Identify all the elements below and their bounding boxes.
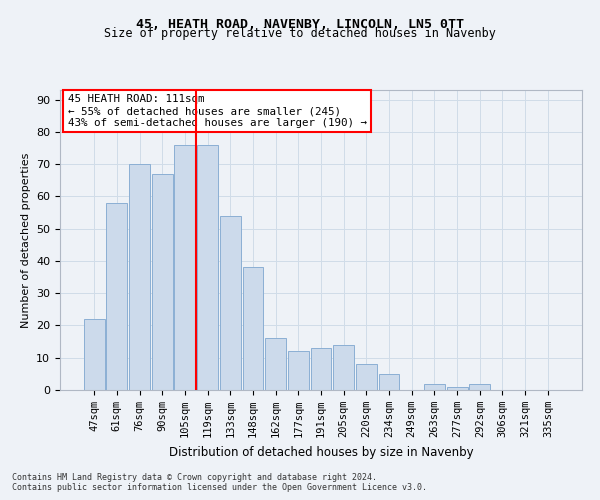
Bar — [220, 216, 241, 390]
Bar — [265, 338, 286, 390]
Y-axis label: Number of detached properties: Number of detached properties — [20, 152, 31, 328]
Text: 45, HEATH ROAD, NAVENBY, LINCOLN, LN5 0TT: 45, HEATH ROAD, NAVENBY, LINCOLN, LN5 0T… — [136, 18, 464, 30]
Text: Contains HM Land Registry data © Crown copyright and database right 2024.
Contai: Contains HM Land Registry data © Crown c… — [12, 473, 427, 492]
Bar — [333, 345, 354, 390]
Bar — [288, 352, 309, 390]
Bar — [311, 348, 331, 390]
Bar — [84, 319, 104, 390]
Bar — [129, 164, 150, 390]
Bar — [469, 384, 490, 390]
Text: Size of property relative to detached houses in Navenby: Size of property relative to detached ho… — [104, 28, 496, 40]
Bar — [152, 174, 173, 390]
Bar — [197, 145, 218, 390]
Bar — [356, 364, 377, 390]
Text: 45 HEATH ROAD: 111sqm
← 55% of detached houses are smaller (245)
43% of semi-det: 45 HEATH ROAD: 111sqm ← 55% of detached … — [68, 94, 367, 128]
Bar — [424, 384, 445, 390]
Bar — [242, 268, 263, 390]
Bar — [106, 203, 127, 390]
Bar — [446, 387, 467, 390]
Bar — [379, 374, 400, 390]
Bar — [175, 145, 196, 390]
X-axis label: Distribution of detached houses by size in Navenby: Distribution of detached houses by size … — [169, 446, 473, 458]
